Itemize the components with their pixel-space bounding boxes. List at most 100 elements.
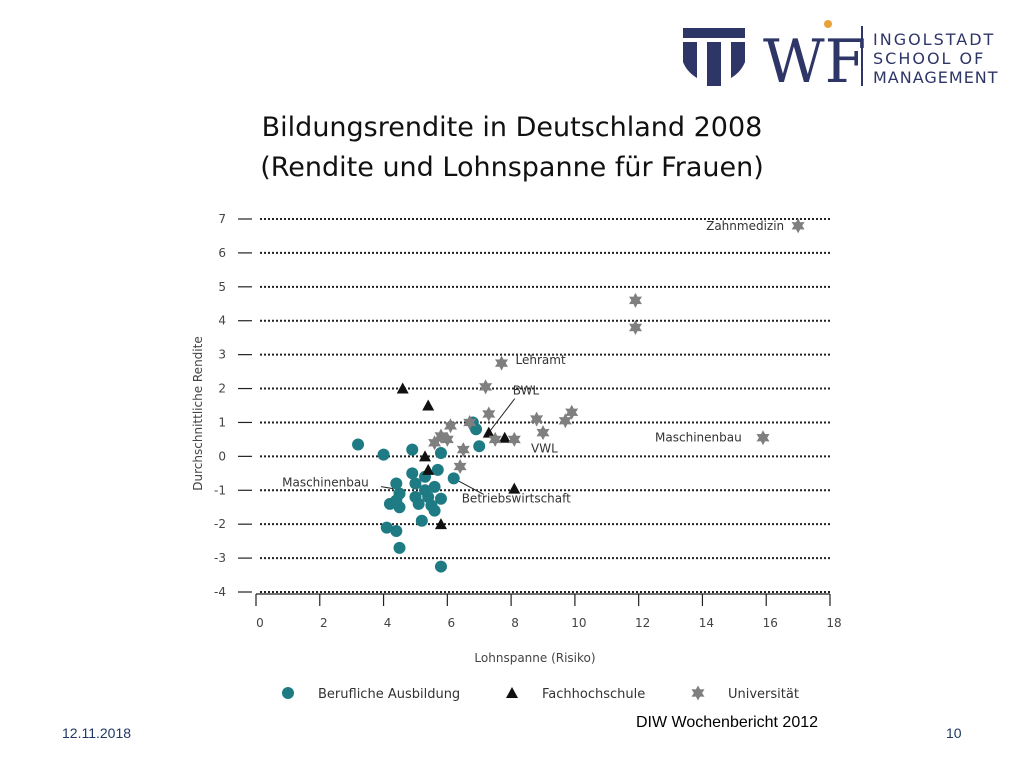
ausbildung-point — [352, 438, 365, 451]
school-logo: WF INGOLSTADT SCHOOL OF MANAGEMENT — [683, 18, 1003, 97]
annotation-leader — [381, 486, 394, 490]
logo-shield-top — [683, 28, 745, 38]
school-logo-graphic: WF INGOLSTADT SCHOOL OF MANAGEMENT — [683, 20, 999, 97]
annotation-label: Betriebswirtschaft — [462, 491, 571, 505]
ausbildung-point — [390, 477, 403, 490]
logo-monogram: WF — [763, 27, 866, 88]
logo-line2: SCHOOL OF — [873, 49, 985, 68]
footer-date: 12.11.2018 — [62, 725, 132, 741]
logo-line1: INGOLSTADT — [873, 30, 995, 49]
annotation-label: Maschinenbau — [282, 476, 369, 490]
legend-label: Universität — [728, 687, 799, 702]
y-tick-label: 7 — [218, 212, 226, 226]
slide-title: Bildungsrendite in Deutschland 2008 (Ren… — [0, 108, 1024, 188]
universitaet-point — [440, 431, 454, 447]
fachhochschule-point — [434, 518, 447, 530]
annotation-label: BWL — [513, 384, 540, 398]
y-tick-label: 3 — [218, 348, 226, 362]
y-axis-ticks: 7 6 5 4 3 2 1 0 -1 -2 -3 -4 — [214, 212, 252, 599]
fachhochschule-point — [482, 426, 495, 438]
annotation-label: Maschinenbau — [655, 431, 742, 445]
y-tick-label: -2 — [214, 517, 226, 531]
legend-label: Fachhochschule — [542, 687, 645, 702]
slide-title-line1: Bildungsrendite in Deutschland 2008 — [261, 112, 763, 143]
y-tick-label: 2 — [218, 382, 226, 396]
universitaet-point — [565, 404, 579, 420]
universitaet-point — [756, 430, 770, 446]
legend-marker — [282, 687, 294, 699]
x-axis: 0 2 4 6 8 10 12 14 16 18 — [255, 593, 842, 630]
annotation-leader — [488, 398, 516, 433]
x-tick-label: 16 — [763, 616, 778, 630]
x-tick-label: 10 — [571, 616, 586, 630]
annotation-label: Zahnmedizin — [706, 219, 784, 233]
universitaet-point — [453, 459, 467, 474]
universitaet-point — [629, 292, 642, 308]
ausbildung-point — [470, 423, 483, 436]
y-tick-label: -1 — [214, 483, 226, 497]
universitaet-point — [507, 431, 521, 447]
ausbildung-point — [390, 524, 403, 537]
ausbildung-point — [393, 501, 406, 514]
universitaet-point — [444, 418, 457, 434]
x-tick-label: 0 — [256, 616, 264, 630]
universitaet-point — [536, 425, 550, 441]
y-tick-label: -3 — [214, 551, 226, 565]
source-note: DIW Wochenbericht 2012 — [636, 714, 819, 731]
y-tick-label: 6 — [218, 246, 226, 260]
fachhochschule-point — [419, 450, 432, 462]
fachhochschule-point — [508, 482, 521, 494]
ausbildung-point — [428, 480, 441, 493]
x-tick-label: 2 — [320, 616, 328, 630]
x-tick-label: 4 — [384, 616, 392, 630]
annotation-label: Lehramt — [516, 353, 566, 367]
annotation-label: VWL — [531, 442, 558, 456]
fachhochschule-point — [396, 382, 409, 394]
fachhochschule-point — [422, 399, 435, 411]
logo-shield-left — [683, 42, 697, 78]
ausbildung-point — [434, 446, 447, 459]
legend-marker — [691, 685, 705, 701]
x-tick-label: 14 — [699, 616, 714, 630]
ausbildung-point — [431, 463, 444, 476]
fachhochschule-point — [498, 431, 511, 443]
fachhochschule-point — [422, 463, 435, 475]
logo-shield-right — [731, 42, 745, 78]
ausbildung-point — [428, 504, 441, 517]
universitaet-point — [463, 415, 477, 430]
legend-label: Berufliche Ausbildung — [318, 687, 460, 702]
universitaet-point — [530, 411, 544, 427]
x-tick-label: 18 — [826, 616, 841, 630]
logo-divider — [861, 26, 863, 86]
ausbildung-point — [415, 514, 428, 527]
ausbildung-point — [412, 497, 425, 510]
ausbildung-point — [380, 521, 393, 534]
logo-line3: MANAGEMENT — [873, 68, 999, 87]
universitaet-point — [456, 442, 470, 458]
legend-marker — [506, 687, 518, 698]
y-tick-label: 4 — [218, 314, 226, 328]
chart-annotations: Zahnmedizin Lehramt BWL VWL Maschinenbau Masc… — [282, 219, 784, 506]
universitaet-point — [488, 431, 502, 447]
ausbildung-point — [473, 440, 486, 453]
y-tick-label: 0 — [218, 449, 226, 463]
chart-points — [352, 218, 805, 573]
ausbildung-point — [434, 492, 447, 505]
universitaet-point — [791, 218, 805, 234]
x-tick-label: 12 — [635, 616, 650, 630]
page-number: 10 — [946, 725, 962, 741]
y-axis-label: Durchschnittliche Rendite — [191, 336, 205, 490]
ausbildung-point — [434, 560, 447, 573]
universitaet-point — [629, 320, 642, 335]
ausbildung-point — [447, 472, 460, 485]
ausbildung-point — [406, 467, 419, 480]
ausbildung-point — [377, 448, 390, 461]
y-tick-label: 5 — [218, 280, 226, 294]
universitaet-point — [558, 413, 572, 429]
ausbildung-point — [393, 541, 406, 554]
x-axis-label: Lohnspanne (Risiko) — [474, 651, 595, 665]
universitaet-point — [495, 355, 508, 371]
ausbildung-point — [393, 487, 406, 500]
slide-title-line2: (Rendite und Lohnspanne für Frauen) — [260, 152, 764, 183]
